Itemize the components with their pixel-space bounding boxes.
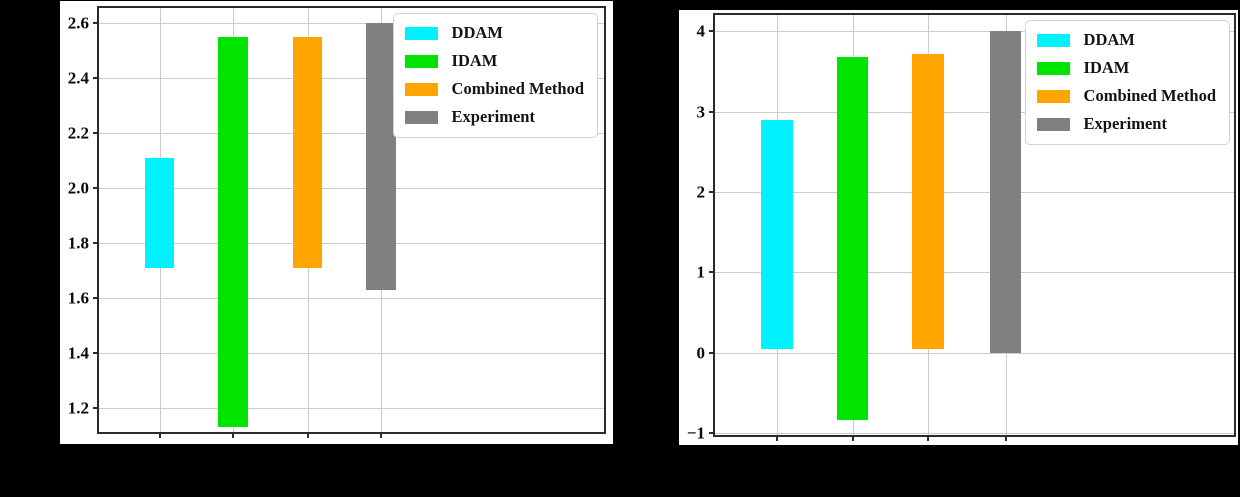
y-tick-mark bbox=[93, 22, 99, 25]
y-tick-label: 1.2 bbox=[67, 398, 89, 418]
legend-label-idam: IDAM bbox=[1083, 57, 1130, 77]
y-tick-label: 1 bbox=[696, 262, 706, 282]
legend-swatch-idam bbox=[404, 54, 438, 68]
legend-item-combined-method: Combined Method bbox=[1036, 85, 1216, 106]
bar-idam bbox=[218, 36, 249, 428]
y-tick-label: 1.4 bbox=[67, 343, 89, 363]
bar-idam bbox=[836, 56, 869, 420]
y-gridline bbox=[99, 133, 604, 135]
bar-ddam bbox=[760, 119, 793, 349]
legend-swatch-idam bbox=[1036, 61, 1070, 75]
legend-item-ddam: DDAM bbox=[404, 23, 584, 43]
y-gridline bbox=[99, 23, 604, 25]
y-gridline bbox=[99, 408, 604, 410]
y-tick-mark bbox=[93, 187, 99, 190]
bar-experiment bbox=[989, 31, 1022, 353]
bar-experiment bbox=[366, 23, 397, 290]
y-tick-mark bbox=[93, 242, 99, 245]
y-gridline bbox=[715, 433, 1234, 435]
x-tick-mark bbox=[158, 432, 161, 438]
y-tick-label: 2 bbox=[696, 182, 706, 202]
chart-panel-right: −1 0 1 2 3 4 DDAM IDAM Combined Method Experi… bbox=[679, 10, 1238, 445]
y-tick-label: 2.6 bbox=[67, 13, 89, 33]
legend-swatch-combined-method bbox=[1036, 89, 1070, 103]
x-tick-mark bbox=[232, 432, 235, 438]
legend-label-combined-method: Combined Method bbox=[1083, 85, 1216, 105]
legend-item-experiment: Experiment bbox=[404, 106, 584, 127]
legend-swatch-experiment bbox=[1036, 117, 1070, 131]
y-tick-mark bbox=[709, 191, 715, 193]
y-tick-mark bbox=[709, 432, 715, 435]
legend-label-ddam: DDAM bbox=[1083, 30, 1135, 49]
y-tick-label: 4 bbox=[696, 21, 706, 41]
y-gridline bbox=[715, 192, 1234, 193]
legend-swatch-ddam bbox=[1036, 33, 1070, 47]
legend-swatch-ddam bbox=[404, 26, 438, 40]
x-tick-mark bbox=[851, 435, 854, 441]
y-tick-label: 3 bbox=[696, 102, 706, 122]
legend-label-ddam: DDAM bbox=[451, 23, 503, 42]
y-tick-label: 1.6 bbox=[67, 288, 89, 308]
y-tick-mark bbox=[709, 271, 715, 274]
x-tick-mark bbox=[1004, 435, 1007, 441]
y-tick-label: 2.2 bbox=[67, 123, 89, 143]
legend-item-experiment: Experiment bbox=[1036, 113, 1216, 134]
legend-label-idam: IDAM bbox=[451, 50, 498, 70]
y-gridline bbox=[715, 31, 1234, 33]
y-tick-label: 0 bbox=[696, 343, 706, 363]
x-tick-mark bbox=[775, 435, 778, 441]
legend-right: DDAM IDAM Combined Method Experiment bbox=[1024, 20, 1230, 145]
y-tick-mark bbox=[709, 351, 715, 354]
legend-label-experiment: Experiment bbox=[451, 106, 535, 126]
y-gridline bbox=[99, 243, 604, 245]
legend-swatch-combined-method bbox=[404, 82, 438, 96]
y-gridline bbox=[99, 78, 604, 80]
x-tick-mark bbox=[927, 435, 930, 441]
bar-combined-method bbox=[292, 36, 323, 268]
legend-left: DDAM IDAM Combined Method Experiment bbox=[392, 13, 598, 138]
x-tick-mark bbox=[380, 432, 383, 438]
legend-item-idam: IDAM bbox=[1036, 57, 1216, 78]
legend-item-idam: IDAM bbox=[404, 50, 584, 71]
legend-label-experiment: Experiment bbox=[1083, 113, 1167, 133]
y-tick-mark bbox=[93, 407, 99, 410]
y-tick-label: 1.8 bbox=[67, 233, 89, 253]
y-tick-label: 2.4 bbox=[67, 68, 89, 88]
y-tick-mark bbox=[93, 352, 99, 355]
legend-item-ddam: DDAM bbox=[1036, 30, 1216, 50]
bar-combined-method bbox=[912, 53, 945, 349]
y-gridline bbox=[715, 352, 1234, 354]
y-gridline bbox=[715, 111, 1234, 113]
y-tick-mark bbox=[93, 132, 99, 135]
y-tick-mark bbox=[93, 77, 99, 80]
y-tick-label: −1 bbox=[686, 423, 705, 443]
y-gridline bbox=[99, 298, 604, 300]
bar-ddam bbox=[144, 157, 175, 268]
x-tick-mark bbox=[306, 432, 309, 438]
y-tick-mark bbox=[93, 297, 99, 300]
legend-label-combined-method: Combined Method bbox=[451, 78, 584, 98]
y-tick-mark bbox=[709, 110, 715, 113]
y-gridline bbox=[99, 353, 604, 355]
y-tick-label: 2.0 bbox=[67, 178, 89, 198]
chart-panel-left: 1.2 1.4 1.6 1.8 2.0 2.2 2.4 2.6 DDAM IDAM Combi… bbox=[60, 1, 613, 444]
legend-swatch-experiment bbox=[404, 110, 438, 124]
y-tick-mark bbox=[709, 30, 715, 33]
legend-item-combined-method: Combined Method bbox=[404, 78, 584, 99]
y-gridline bbox=[99, 188, 604, 190]
y-gridline bbox=[715, 272, 1234, 274]
